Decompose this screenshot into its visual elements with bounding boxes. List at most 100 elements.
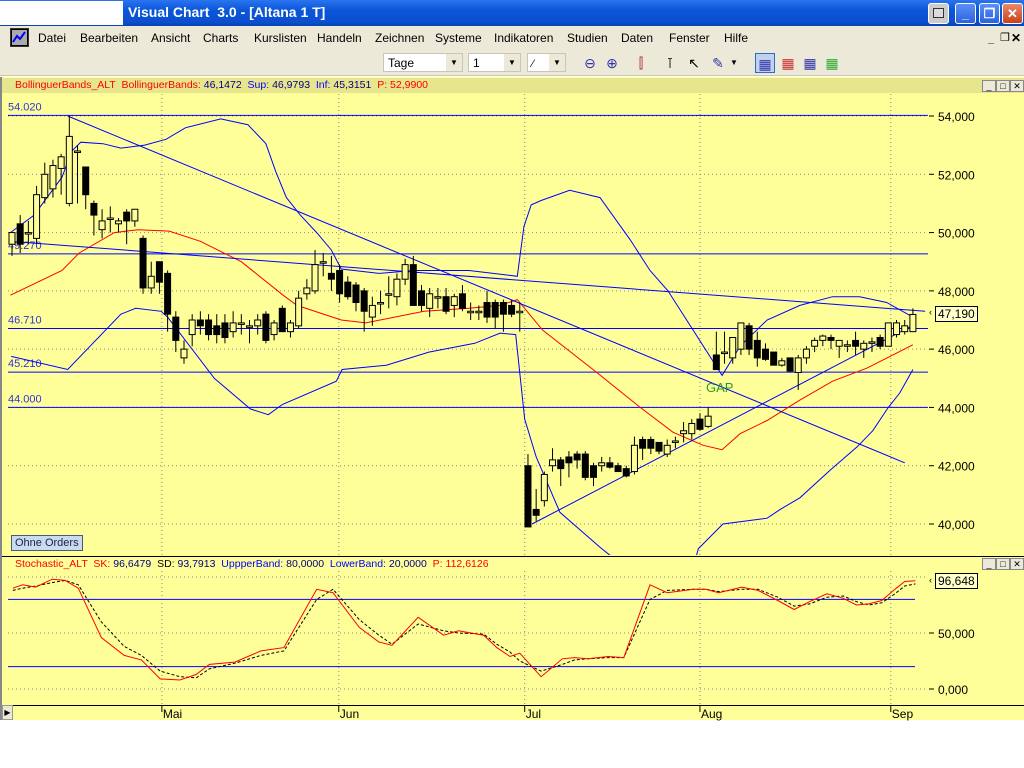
- stoch-maximize-button[interactable]: □: [996, 558, 1010, 570]
- menu-datei[interactable]: Datei: [38, 31, 67, 45]
- header-segment: 20,0000: [388, 558, 427, 570]
- title-bar: [0, 0, 1024, 26]
- restore-button[interactable]: ❐: [979, 3, 1000, 24]
- candle-up: [57, 156, 65, 169]
- price-tick-label: 52,000: [938, 168, 975, 182]
- header-segment: LowerBand:: [324, 558, 389, 570]
- orders-toggle-button[interactable]: Ohne Orders: [11, 535, 83, 551]
- candle-up: [114, 220, 122, 225]
- pen-color-icon[interactable]: ✎: [712, 55, 724, 71]
- header-segment: SD:: [151, 558, 178, 570]
- candle-up: [8, 232, 16, 245]
- square-icon: [933, 8, 944, 18]
- candle-down: [90, 202, 98, 216]
- candle-down: [696, 418, 704, 430]
- header-segment: Sup:: [241, 79, 273, 91]
- candle-down: [581, 453, 589, 478]
- menu-kurslisten[interactable]: Kurslisten: [254, 31, 307, 45]
- minimize-button[interactable]: _: [955, 3, 976, 24]
- mdi-minimize-button[interactable]: _: [988, 33, 995, 45]
- stoch-close-button[interactable]: ✕: [1010, 558, 1024, 570]
- mdi-close-button[interactable]: ✕: [1011, 31, 1022, 45]
- title-blank-area: [0, 1, 123, 25]
- close-button[interactable]: ✕: [1002, 3, 1023, 24]
- candle-up: [598, 462, 606, 467]
- app-icon-button[interactable]: [928, 3, 949, 24]
- menu-zeichnen[interactable]: Zeichnen: [375, 31, 425, 45]
- cursor-icon[interactable]: ⊺: [666, 55, 674, 71]
- candle-up: [41, 173, 49, 199]
- pen-color-dropdown[interactable]: ▼: [730, 58, 738, 67]
- candle-up: [630, 444, 638, 473]
- candle-up: [229, 322, 237, 333]
- candle-down: [213, 325, 221, 336]
- header-segment: 80,0000: [286, 558, 325, 570]
- sd-line: [12, 579, 916, 679]
- chevron-down-icon: ▼: [446, 54, 462, 71]
- candle-up: [721, 351, 729, 355]
- candle-up: [393, 278, 401, 298]
- candle-down: [524, 465, 532, 528]
- app-logo-icon[interactable]: [10, 28, 29, 47]
- level-label: 54.020: [8, 101, 42, 113]
- candle-down: [139, 237, 147, 289]
- candle-up: [835, 339, 843, 347]
- candle-up: [180, 348, 188, 359]
- panel-minimize-button[interactable]: _: [982, 80, 996, 92]
- menu-bar: [0, 26, 1024, 50]
- candle-up: [319, 261, 327, 264]
- menu-fenster[interactable]: Fenster: [669, 31, 710, 45]
- candle-up: [549, 459, 557, 467]
- multiplier-value: 1: [473, 56, 480, 70]
- header-segment: 52,9900: [390, 79, 429, 91]
- last-stoch-marker-icon: ‹: [929, 575, 932, 585]
- header-segment: 46,1472: [203, 79, 242, 91]
- note-icon[interactable]: ↖: [688, 55, 700, 71]
- mdi-restore-button[interactable]: ❐: [1000, 32, 1010, 44]
- candle-up: [516, 310, 524, 314]
- menu-ansicht[interactable]: Ansicht: [151, 31, 191, 45]
- scroll-left-button[interactable]: ▶: [2, 705, 13, 720]
- zoom-in-icon[interactable]: ⊕: [606, 55, 618, 71]
- menu-daten[interactable]: Daten: [621, 31, 654, 45]
- stoch-tick-label: 0,000: [938, 683, 968, 697]
- candle-down: [606, 462, 614, 468]
- chart-window-4-icon[interactable]: ▦: [825, 55, 839, 71]
- chart-window-2-icon[interactable]: ▦: [781, 55, 795, 71]
- period-select[interactable]: Tage ▼: [383, 53, 463, 72]
- line-style-select[interactable]: ⁄ ▼: [527, 53, 566, 72]
- candle-down: [336, 269, 344, 295]
- multiplier-select[interactable]: 1 ▼: [468, 53, 521, 72]
- menu-hilfe[interactable]: Hilfe: [724, 31, 749, 45]
- candle-up: [704, 415, 712, 427]
- candle-down: [614, 465, 622, 473]
- header-segment: 46,9793: [272, 79, 311, 91]
- menu-indikatoren[interactable]: Indikatoren: [494, 31, 554, 45]
- menu-studien[interactable]: Studien: [567, 31, 608, 45]
- chart-compare-icon[interactable]: ⫿: [638, 55, 644, 71]
- menu-systeme[interactable]: Systeme: [435, 31, 482, 45]
- candle-up: [246, 325, 254, 328]
- candle-down: [491, 302, 499, 318]
- chart-window-3-icon[interactable]: ▦: [803, 55, 817, 71]
- candle-down: [418, 290, 425, 306]
- candle-down: [589, 465, 597, 478]
- menu-charts[interactable]: Charts: [203, 31, 239, 45]
- candle-up: [426, 293, 434, 309]
- stoch-minimize-button[interactable]: _: [982, 558, 996, 570]
- candle-down: [458, 293, 466, 309]
- chart-window-1-icon[interactable]: ▦: [755, 53, 775, 73]
- candle-up: [49, 165, 57, 190]
- candle-up: [802, 348, 810, 359]
- candle-down: [499, 302, 507, 315]
- menu-bearbeiten[interactable]: Bearbeiten: [80, 31, 139, 45]
- candle-down: [205, 319, 213, 336]
- header-segment: 112,6126: [445, 558, 489, 570]
- candle-up: [434, 296, 442, 299]
- zoom-out-icon[interactable]: ⊖: [584, 55, 596, 71]
- menu-handeln[interactable]: Handeln: [317, 31, 362, 45]
- panel-maximize-button[interactable]: □: [996, 80, 1010, 92]
- candle-down: [647, 438, 655, 449]
- candle-up: [270, 322, 278, 336]
